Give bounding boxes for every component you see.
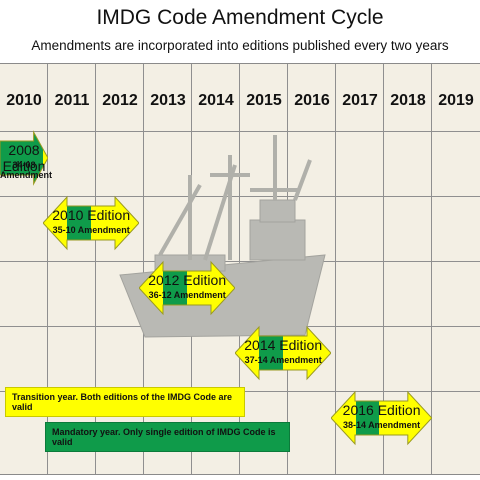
grid-line [0,131,480,132]
year-label: 2011 [54,92,90,109]
edition-arrow: 2014 Edition 37-14 Amendment [235,325,332,381]
year-label: 2010 [6,92,42,109]
year-label: 2018 [390,92,426,109]
edition-arrow: 2012 Edition 36-12 Amendment [139,260,236,316]
edition-label: 2008 Edition [2,142,46,174]
amendment-label: 38-14 Amendment [342,420,421,430]
grid-line [0,196,480,197]
amendment-label: 36-12 Amendment [148,290,226,300]
year-label: 2012 [102,92,138,109]
grid-line [95,64,96,474]
grid-line [335,64,336,474]
year-label: 2013 [150,92,186,109]
edition-label: 2016 Edition [342,402,421,418]
amendment-label: 34-08 Amendment [0,160,53,180]
page-title: IMDG Code Amendment Cycle [96,6,384,29]
edition-label: 2014 Edition [244,337,323,353]
grid-line [383,64,384,474]
edition-arrow: 2008 Edition 34-08 Amendment [0,130,53,186]
legend-mandatory: Mandatory year. Only single edition of I… [45,422,290,452]
edition-arrow-shape [43,195,140,251]
amendment-label: 37-14 Amendment [244,355,322,365]
year-label: 2016 [294,92,330,109]
grid-line [0,261,480,262]
legend-transition: Transition year. Both editions of the IM… [5,387,245,417]
edition-label: 2010 Edition [52,207,131,223]
year-label: 2017 [342,92,378,109]
year-label: 2019 [438,92,474,109]
page-subtitle: Amendments are incorporated into edition… [31,38,449,53]
edition-arrow: 2010 Edition 35-10 Amendment [43,195,140,251]
grid-line [431,64,432,474]
edition-arrow-shape [0,130,48,186]
edition-arrow-shape [331,390,432,446]
edition-arrow-shape [235,325,332,381]
amendment-label: 35-10 Amendment [52,225,130,235]
edition-arrow-shape [139,260,236,316]
year-label: 2014 [198,92,234,109]
edition-label: 2012 Edition [148,272,227,288]
edition-arrow: 2016 Edition 38-14 Amendment [331,390,432,446]
grid-line [47,64,48,474]
grid-line [143,64,144,474]
year-label: 2015 [246,92,282,109]
